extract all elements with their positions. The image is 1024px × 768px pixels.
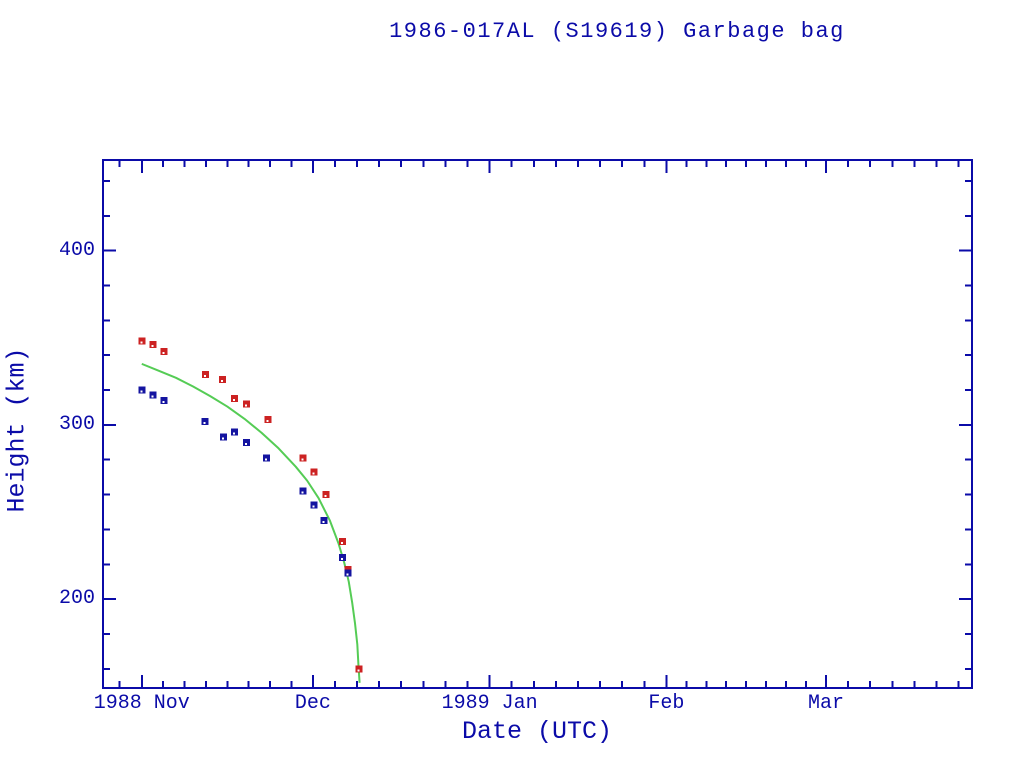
perigee-height-marker-hole [151,395,154,398]
perigee-height-marker [344,569,352,577]
y-tick-label: 400 [58,238,95,262]
perigee-height-marker [310,501,318,509]
perigee-height-marker-hole [203,421,206,424]
apogee-height-marker-hole [204,374,207,377]
apogee-height-marker-hole [357,669,360,672]
x-tick-label: Feb [648,692,685,715]
apogee-height-marker-hole [245,404,248,407]
apogee-height-marker-hole [266,420,269,423]
apogee-height-marker-hole [312,472,315,475]
perigee-height-marker [149,391,157,399]
apogee-height-marker-hole [140,341,143,344]
apogee-height-marker [160,348,168,356]
y-tick-label: 200 [58,587,95,611]
apogee-height-marker [219,376,227,384]
apogee-height-marker-hole [301,458,304,461]
apogee-height-marker-hole [221,380,224,383]
perigee-height-marker [219,433,227,441]
chart-title: 1986-017AL (S19619) Garbage bag [389,19,845,44]
perigee-height-marker-hole [265,458,268,461]
apogee-height-marker [355,665,363,673]
decay-prediction [141,362,361,683]
perigee-height-marker-hole [140,390,143,393]
perigee-height-marker [263,454,271,462]
apogee-height-marker [231,395,239,403]
apogee-height-marker [243,400,251,408]
apogee-height-marker [149,341,157,349]
perigee-height-marker [160,396,168,404]
apogee-height-marker [310,468,318,476]
perigee-height-marker-hole [221,437,224,440]
apogee-height-marker-hole [151,345,154,348]
perigee-height-marker [338,553,346,561]
apogee-height-marker-hole [340,542,343,545]
perigee-height-marker-hole [301,491,304,494]
y-tick-label: 300 [58,412,95,436]
plot-frame [102,159,973,689]
perigee-height-marker-hole [346,573,349,576]
apogee-height-marker [338,538,346,546]
perigee-height-marker [320,517,328,525]
perigee-height-marker [201,417,209,425]
perigee-height-marker-hole [162,400,165,403]
apogee-height-marker-hole [324,495,327,498]
apogee-height-marker [264,416,272,424]
x-tick-label: Dec [294,692,331,715]
perigee-height-marker [231,428,239,436]
apogee-height-marker [138,337,146,345]
apogee-height-marker-hole [233,399,236,402]
perigee-height-marker [138,386,146,394]
x-tick-label: Mar [808,692,845,715]
x-axis-label: Date (UTC) [461,717,613,746]
perigee-height-marker [299,487,307,495]
apogee-height-marker [299,454,307,462]
apogee-height-marker-hole [162,352,165,355]
perigee-height-marker-hole [312,505,315,508]
apogee-height-marker [202,370,210,378]
perigee-height-marker-hole [322,521,325,524]
perigee-height-marker [243,438,251,446]
perigee-height-marker-hole [340,557,343,560]
perigee-height-marker-hole [245,442,248,445]
perigee-height-marker-hole [233,432,236,435]
apogee-height-marker [322,491,330,499]
x-tick-label: 1989 Jan [441,692,538,715]
x-tick-label: 1988 Nov [93,692,190,715]
